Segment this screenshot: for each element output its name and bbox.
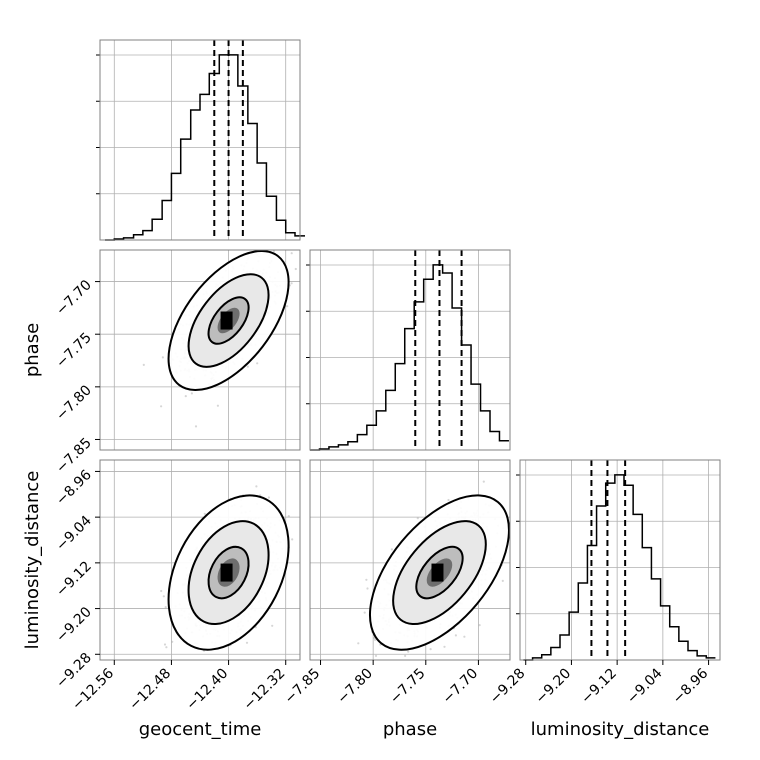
x-tick-label: −12.32 [241,666,289,714]
sample-point [165,646,168,649]
sample-point [255,485,258,488]
x-tick-label: −9.28 [487,666,529,708]
sample-point [290,252,293,255]
marginal-panel-geocent_time [96,39,305,241]
sample-point [246,365,249,368]
sample-point [256,362,259,365]
y-axis-label: phase [22,323,43,377]
y-axis-label: luminosity_distance [22,471,43,650]
panel-border [309,249,511,451]
sample-point [171,640,174,643]
sample-point [161,356,164,359]
joint-panel-luminosity_distance_vs_geocent_time [99,459,301,661]
panel-border [99,249,301,451]
y-tick-label: −7.70 [53,277,95,319]
sample-point [390,548,393,551]
sample-point [267,496,270,499]
sample-point [407,650,410,653]
sample-point [272,250,275,253]
joint-panel-phase_vs_geocent_time [99,249,301,451]
sample-point [291,538,294,541]
x-tick-label: −7.85 [282,666,324,708]
sample-point [163,643,167,646]
marginal-panel-phase [306,249,511,451]
y-tick-label: −7.75 [53,330,95,372]
density-peak [431,563,444,582]
y-tick-label: −9.20 [53,604,95,646]
sample-point [363,611,366,614]
sample-point [501,579,504,583]
x-tick-label: −9.20 [533,666,575,708]
sample-point [454,634,457,637]
histogram-geocent_time [105,54,305,241]
sample-point [294,267,297,271]
x-tick-label: −7.80 [334,666,376,708]
x-tick-label: −9.12 [578,666,620,708]
x-axis-label: geocent_time [139,719,262,740]
panel-border [309,459,511,661]
x-tick-label: −12.48 [126,666,174,714]
panel-border [519,459,721,661]
sample-point [365,578,368,581]
sample-point [164,606,167,609]
panel-background [520,460,720,660]
x-axis-label: luminosity_distance [531,719,710,740]
sample-point [194,425,198,428]
sample-point [366,587,369,590]
x-tick-label: −12.40 [183,666,231,714]
sample-point [429,648,432,651]
density-peak [220,311,233,330]
sample-point [287,515,290,518]
sample-point [142,363,145,366]
x-axis-label: phase [383,719,437,740]
histogram-luminosity_distance [523,474,716,661]
sample-point [404,654,407,658]
sample-point [443,645,446,648]
sample-point [160,405,163,408]
x-tick-label: −8.96 [670,665,712,707]
sample-point [478,624,481,627]
sample-point [203,512,206,515]
sample-point [357,642,360,645]
x-tick-label: −7.75 [387,666,429,708]
sample-point [290,282,293,285]
marginal-panel-luminosity_distance [516,459,721,661]
y-tick-label: −7.80 [53,382,95,424]
sample-point [374,638,377,641]
y-tick-label: −7.85 [53,435,95,477]
joint-panel-luminosity_distance_vs_phase [309,459,511,661]
sample-point [374,654,378,658]
sample-point [160,589,163,593]
sample-point [482,480,485,483]
density-peak [220,563,233,582]
sample-point [190,392,193,395]
sample-point [162,595,165,598]
sample-point [447,498,450,502]
histogram-phase [310,264,509,451]
sample-point [271,624,274,627]
sample-point [184,395,187,398]
sample-point [416,517,419,520]
y-tick-label: −9.04 [53,513,95,555]
sample-point [245,641,249,644]
y-tick-label: −9.12 [53,558,95,600]
sample-point [286,305,289,308]
sample-point [463,635,466,638]
y-tick-label: −8.96 [53,467,95,509]
panel-background [100,40,300,240]
sample-point [216,404,219,407]
x-tick-label: −9.04 [624,665,666,707]
panel-background [310,250,510,450]
x-tick-label: −7.70 [440,666,482,708]
panel-border [99,459,301,661]
panel-border [99,39,301,241]
